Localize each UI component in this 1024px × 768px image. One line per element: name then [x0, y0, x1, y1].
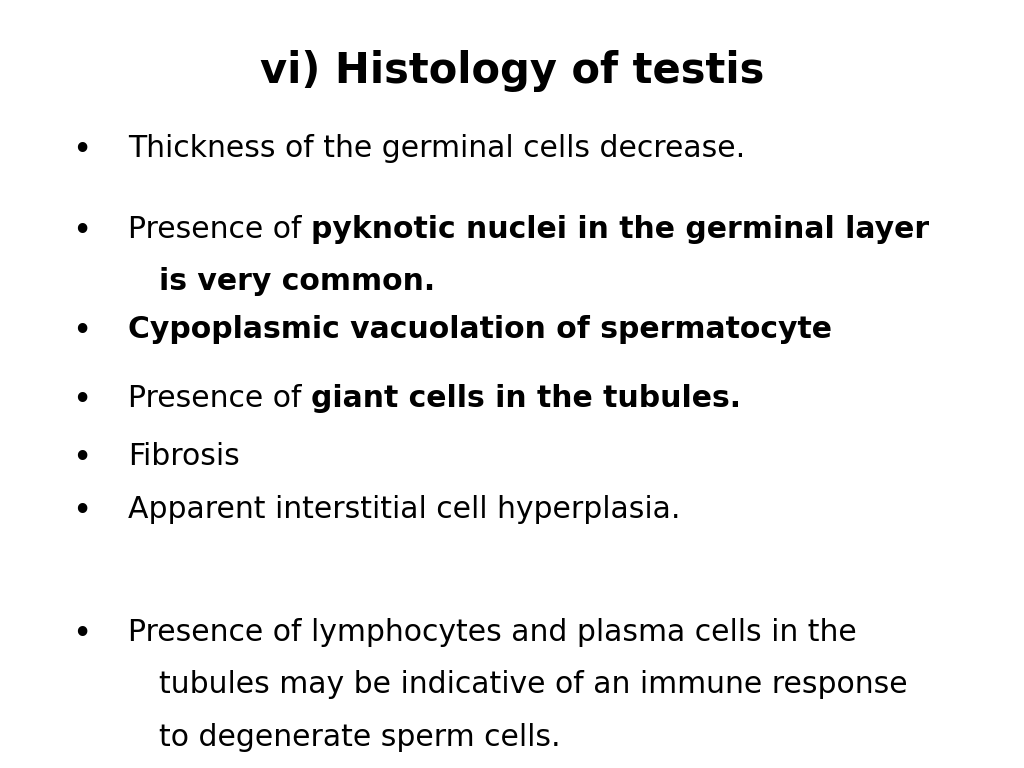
- Text: Presence of: Presence of: [128, 215, 311, 244]
- Text: Thickness of the germinal cells decrease.: Thickness of the germinal cells decrease…: [128, 134, 745, 164]
- Text: •: •: [72, 618, 91, 651]
- Text: •: •: [72, 384, 91, 417]
- Text: Presence of lymphocytes and plasma cells in the: Presence of lymphocytes and plasma cells…: [128, 618, 857, 647]
- Text: vi) Histology of testis: vi) Histology of testis: [260, 50, 764, 92]
- Text: to degenerate sperm cells.: to degenerate sperm cells.: [159, 723, 560, 752]
- Text: Presence of: Presence of: [128, 384, 311, 413]
- Text: pyknotic nuclei in the germinal layer: pyknotic nuclei in the germinal layer: [311, 215, 929, 244]
- Text: •: •: [72, 134, 91, 167]
- Text: tubules may be indicative of an immune response: tubules may be indicative of an immune r…: [159, 670, 907, 700]
- Text: Fibrosis: Fibrosis: [128, 442, 240, 471]
- Text: giant cells in the tubules.: giant cells in the tubules.: [311, 384, 741, 413]
- Text: Apparent interstitial cell hyperplasia.: Apparent interstitial cell hyperplasia.: [128, 495, 681, 525]
- Text: Cypoplasmic vacuolation of spermatocyte: Cypoplasmic vacuolation of spermatocyte: [128, 315, 831, 344]
- Text: is very common.: is very common.: [159, 267, 435, 296]
- Text: •: •: [72, 495, 91, 528]
- Text: •: •: [72, 315, 91, 348]
- Text: •: •: [72, 442, 91, 475]
- Text: •: •: [72, 215, 91, 248]
